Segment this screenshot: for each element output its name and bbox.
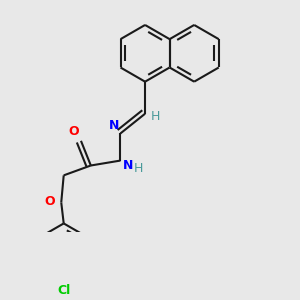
Text: O: O [68,125,79,138]
Text: N: N [123,159,133,172]
Text: H: H [151,110,160,123]
Text: O: O [44,195,55,208]
Text: Cl: Cl [57,284,70,297]
Text: N: N [109,119,119,132]
Text: H: H [134,162,143,175]
